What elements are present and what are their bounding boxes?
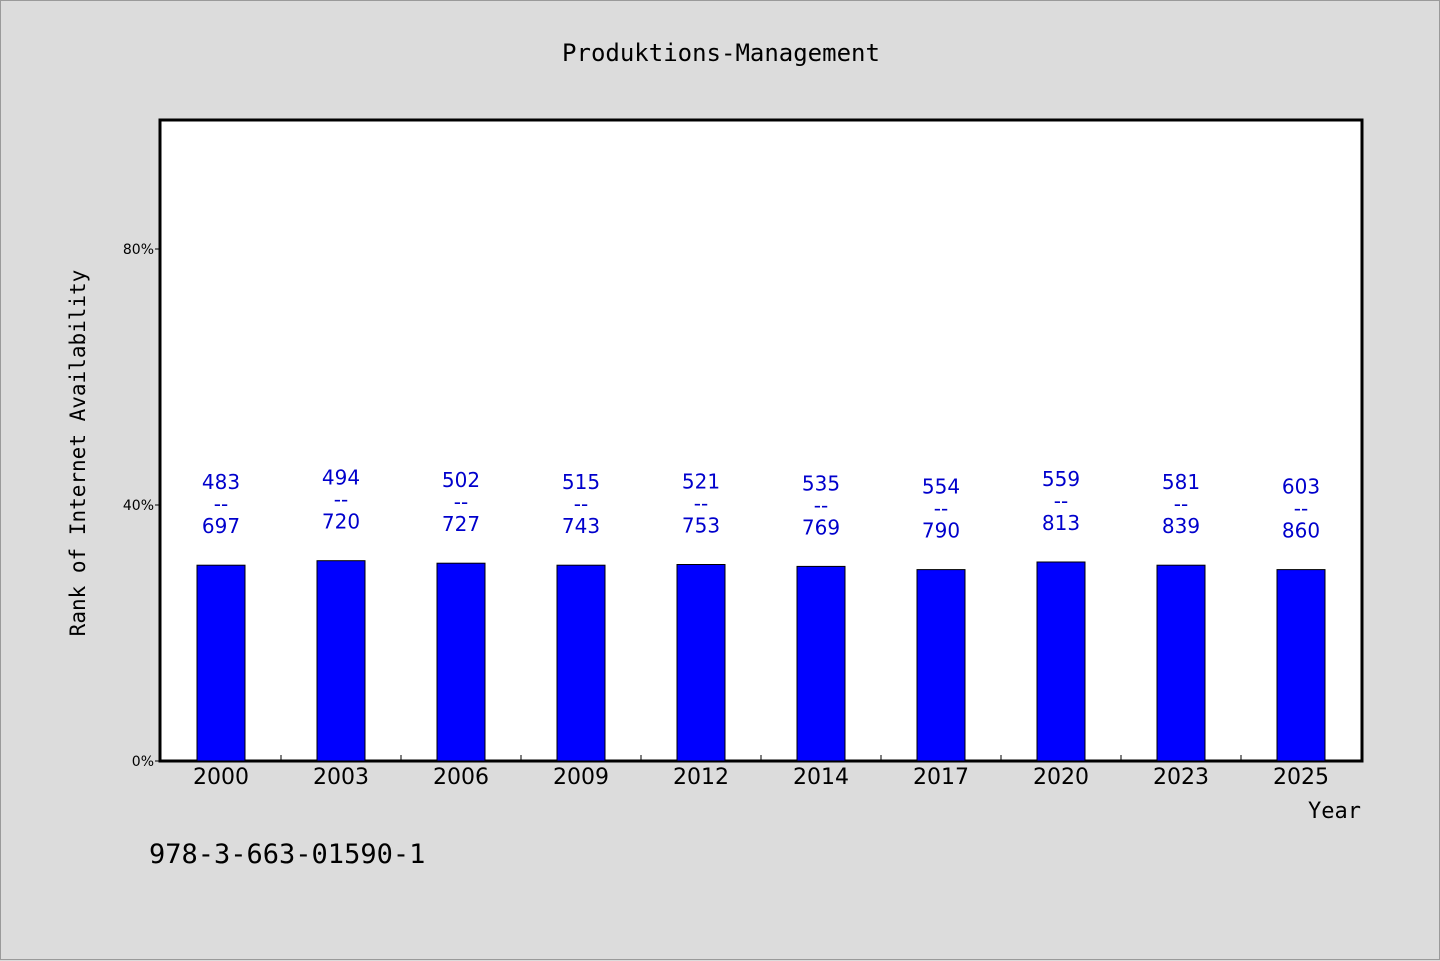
footnote: 978-3-663-01590-1 [149,839,425,870]
y-axis: 0% 40% 80% [123,242,161,770]
bar-labels-layer: 483--697494--720502--727515--743521--753… [202,466,1320,543]
bar-label-separator: -- [334,488,348,512]
bar-label-bottom: 813 [1042,511,1080,535]
bar-label-separator: -- [934,497,948,521]
x-tick-label: 2014 [793,765,849,790]
x-axis: 2000 2003 2006 2009 2012 2014 2017 2020 2023 2025 [193,755,1329,790]
chart-title: Produktions-Management [562,39,880,67]
bar-label-bottom: 697 [202,514,240,538]
bar-label-top: 559 [1042,467,1080,491]
x-tick-label: 2017 [913,765,969,790]
bar [556,564,606,762]
bars-layer [196,560,1326,762]
bar-label-separator: -- [1054,489,1068,513]
x-tick-label: 2000 [193,765,249,790]
bar-label-separator: -- [814,493,828,517]
bar [916,569,966,762]
bar-label-bottom: 769 [802,515,840,539]
x-tick-label: 2009 [553,765,609,790]
bar-label-separator: -- [574,492,588,516]
x-tick-label: 2025 [1273,765,1329,790]
bar-label-top: 554 [922,475,960,499]
bar-label-top: 581 [1162,470,1200,494]
bar-label-separator: -- [694,492,708,516]
bar-label-bottom: 720 [322,510,360,534]
bar-label-separator: -- [1294,497,1308,521]
y-tick-label: 80% [123,242,154,258]
bar [436,562,486,762]
bar [676,564,726,762]
x-tick-label: 2020 [1033,765,1089,790]
x-tick-label: 2006 [433,765,489,790]
x-tick-label: 2003 [313,765,369,790]
bar-label-separator: -- [214,492,228,516]
x-tick-label: 2023 [1153,765,1209,790]
x-axis-label: Year [1308,799,1361,824]
bar [196,564,246,762]
bar-label-top: 535 [802,471,840,495]
bar-label-bottom: 839 [1162,514,1200,538]
bar-label-bottom: 753 [682,514,720,538]
bar [1156,564,1206,762]
x-tick-label: 2012 [673,765,729,790]
y-axis-label: Rank of Internet Availability [66,270,90,637]
bar-label-bottom: 860 [1282,519,1320,543]
bar [796,565,846,762]
bar-label-separator: -- [1174,492,1188,516]
bar-label-bottom: 790 [922,519,960,543]
bar-label-top: 521 [682,470,720,494]
y-tick-label: 40% [123,498,154,514]
bar-label-top: 502 [442,468,480,492]
bar [1276,569,1326,762]
bar-label-bottom: 727 [442,512,480,536]
bar [316,560,366,762]
bar-label-top: 603 [1282,475,1320,499]
y-tick-label: 0% [132,754,154,770]
bar-label-separator: -- [454,490,468,514]
bar-label-bottom: 743 [562,514,600,538]
bar-label-top: 483 [202,470,240,494]
bar-label-top: 515 [562,470,600,494]
bar-label-top: 494 [322,466,360,490]
bar [1036,561,1086,762]
